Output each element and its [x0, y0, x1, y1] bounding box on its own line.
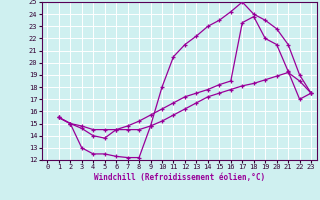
X-axis label: Windchill (Refroidissement éolien,°C): Windchill (Refroidissement éolien,°C): [94, 173, 265, 182]
